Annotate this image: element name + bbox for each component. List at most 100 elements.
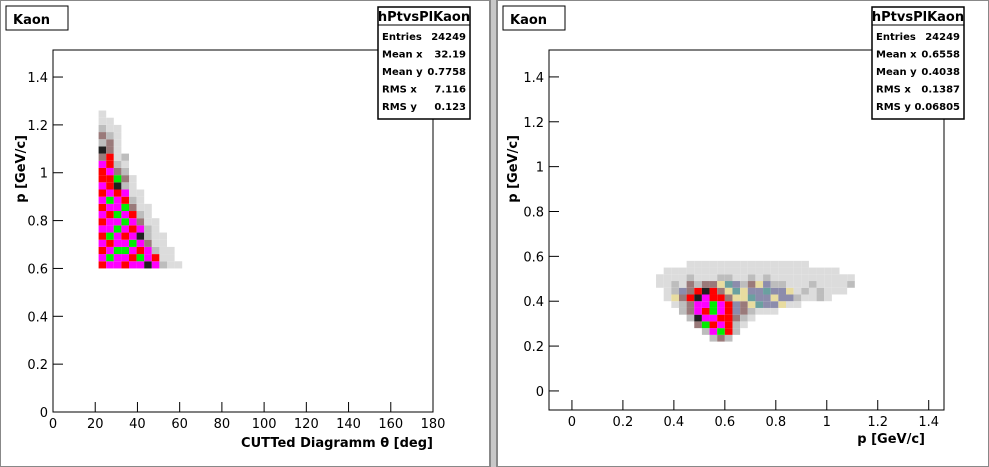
cell — [701, 328, 710, 335]
cell — [740, 301, 748, 308]
cell — [106, 167, 114, 176]
cell — [747, 314, 756, 322]
cell — [709, 307, 718, 315]
cell — [113, 225, 122, 233]
cell — [808, 274, 817, 282]
x-tick-label: 0.8 — [765, 415, 786, 430]
cell — [113, 146, 122, 154]
cell — [98, 175, 107, 183]
cell — [129, 196, 137, 204]
cell — [136, 211, 145, 219]
x-axis-title: p [GeV/c] — [857, 432, 925, 447]
cell — [129, 203, 137, 212]
cell — [724, 267, 733, 275]
cell — [678, 274, 687, 282]
stats-label: RMS y — [382, 102, 417, 113]
cell — [770, 260, 779, 268]
cell — [717, 260, 725, 268]
cell — [786, 287, 794, 295]
cell — [717, 301, 725, 308]
cell — [663, 274, 672, 282]
cell — [770, 307, 779, 315]
x-tick-label: 0 — [49, 417, 57, 432]
cell — [793, 281, 802, 288]
cell — [824, 274, 832, 282]
x-tick-label: 80 — [214, 417, 231, 432]
cell — [151, 239, 160, 247]
cell — [824, 287, 832, 295]
x-tick-label: 140 — [336, 417, 361, 432]
x-tick-label: 160 — [378, 417, 403, 432]
cell — [778, 281, 786, 288]
cell — [98, 160, 107, 168]
cell — [732, 314, 741, 322]
cell — [98, 225, 107, 233]
cell — [755, 301, 764, 308]
y-tick-label: 0.6 — [27, 262, 48, 277]
cell — [732, 281, 741, 288]
cell — [778, 287, 786, 295]
cell — [129, 182, 137, 190]
cell — [763, 267, 771, 275]
cell — [159, 232, 167, 240]
cell — [136, 225, 145, 233]
cell — [747, 281, 756, 288]
cell — [701, 260, 710, 268]
cell — [106, 218, 114, 226]
cell — [808, 281, 817, 288]
cell — [136, 232, 145, 240]
cell — [121, 211, 129, 219]
cell — [755, 267, 764, 275]
y-axis-title: p [GeV/c] — [14, 135, 29, 203]
cell — [793, 274, 802, 282]
cell — [174, 261, 183, 269]
cell — [106, 225, 114, 233]
cell — [824, 267, 832, 275]
cell — [755, 287, 764, 295]
cell — [144, 239, 152, 247]
cell — [106, 189, 114, 197]
cell — [793, 294, 802, 302]
cell — [113, 232, 122, 240]
cell — [786, 281, 794, 288]
cell — [786, 274, 794, 282]
y-axis-title: p [GeV/c] — [506, 135, 521, 203]
cell — [717, 328, 725, 335]
cell — [113, 153, 122, 161]
cell — [663, 267, 672, 275]
stats-title: hPtvsPlKaon — [378, 10, 470, 25]
cell — [786, 267, 794, 275]
cell — [98, 132, 107, 140]
cell — [694, 260, 702, 268]
cell — [701, 321, 710, 329]
cell — [732, 294, 741, 302]
cell — [678, 301, 687, 308]
cell — [121, 167, 129, 176]
x-tick-label: 180 — [421, 417, 446, 432]
cell — [167, 261, 175, 269]
cell — [671, 287, 679, 295]
cell — [755, 294, 764, 302]
cell — [106, 261, 114, 269]
cell — [694, 287, 702, 295]
cell — [98, 246, 107, 255]
cell — [671, 294, 679, 302]
cell — [763, 301, 771, 308]
cell — [801, 294, 809, 302]
title-box — [5, 5, 69, 31]
cell — [129, 189, 137, 197]
stats-value: 0.06805 — [914, 102, 960, 113]
cell — [106, 182, 114, 190]
cell — [113, 239, 122, 247]
cell — [831, 287, 840, 295]
cell — [709, 334, 718, 342]
cell — [98, 211, 107, 219]
cell — [663, 281, 672, 288]
cell — [694, 321, 702, 329]
cell — [106, 211, 114, 219]
cell — [106, 132, 114, 140]
cell — [136, 261, 145, 269]
cell — [732, 267, 741, 275]
cell — [686, 314, 695, 322]
